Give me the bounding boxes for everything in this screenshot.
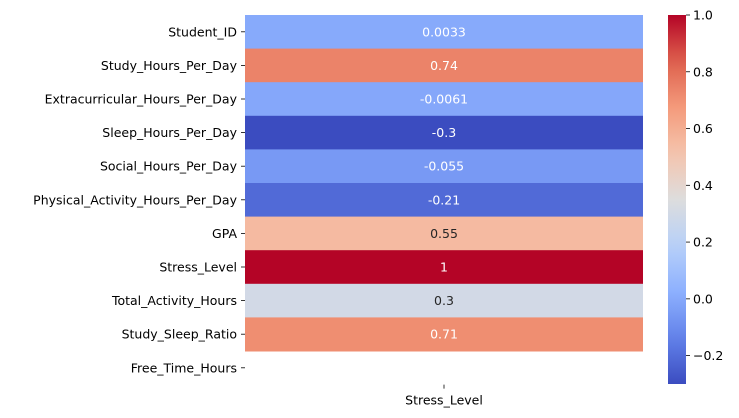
colorbar-tick-label: 0.2	[693, 235, 713, 250]
heatmap-cell	[245, 283, 643, 318]
heatmap-cell	[245, 317, 643, 352]
row-tick-label: Extracurricular_Hours_Per_Day	[45, 92, 238, 107]
column-tick-labels: Stress_Level	[405, 384, 483, 408]
cell-value-label: -0.0061	[420, 92, 468, 107]
colorbar-tick-label: 0.6	[693, 121, 713, 136]
cell-value-label: -0.21	[428, 192, 460, 207]
heatmap-cell	[245, 216, 643, 251]
heatmap-cell	[245, 149, 643, 184]
row-tick-label: GPA	[212, 226, 237, 241]
cell-value-label: 0.55	[430, 226, 458, 241]
row-tick-labels: Student_ID Study_Hours_Per_Day Extracurric…	[33, 24, 245, 375]
colorbar-gradient	[668, 15, 686, 384]
heatmap-cells: 0.0033 0.74 -0.0061 -0.3 -0.055 -0.21 0.55 1 0.3…	[245, 15, 643, 352]
row-tick-label: Student_ID	[168, 24, 237, 39]
row-tick-label: Free_Time_Hours	[131, 360, 237, 375]
heatmap-cell	[245, 15, 643, 50]
colorbar-tick-label: 0.0	[693, 291, 713, 306]
heatmap-cell	[245, 48, 643, 83]
cell-value-label: 0.71	[430, 327, 458, 342]
heatmap-cell	[245, 183, 643, 218]
cell-value-label: 0.0033	[422, 24, 466, 39]
cell-value-label: 0.3	[434, 293, 454, 308]
cell-value-label: 0.74	[430, 58, 458, 73]
row-tick-label: Physical_Activity_Hours_Per_Day	[33, 192, 237, 207]
colorbar: −0.2 0.0 0.2 0.4 0.6 0.8 1.0	[668, 8, 723, 384]
cell-value-label: -0.3	[432, 125, 456, 140]
colorbar-tick-label: −0.2	[693, 348, 723, 363]
colorbar-tick-label: 1.0	[693, 8, 713, 23]
row-tick-label: Study_Sleep_Ratio	[122, 327, 237, 342]
row-tick-label: Study_Hours_Per_Day	[101, 58, 238, 73]
row-tick-label: Total_Activity_Hours	[111, 293, 237, 308]
row-tick-label: Stress_Level	[159, 260, 237, 275]
cell-value-label: 1	[440, 260, 448, 275]
heatmap-cell	[245, 250, 643, 285]
row-tick-label: Sleep_Hours_Per_Day	[102, 125, 237, 140]
colorbar-tick-label: 0.4	[693, 178, 713, 193]
row-tick-label: Social_Hours_Per_Day	[100, 159, 238, 174]
heatmap-cell	[245, 82, 643, 117]
column-tick-label: Stress_Level	[405, 393, 483, 408]
colorbar-tick-label: 0.8	[693, 64, 713, 79]
cell-value-label: -0.055	[424, 159, 464, 174]
heatmap-cell	[245, 115, 643, 150]
